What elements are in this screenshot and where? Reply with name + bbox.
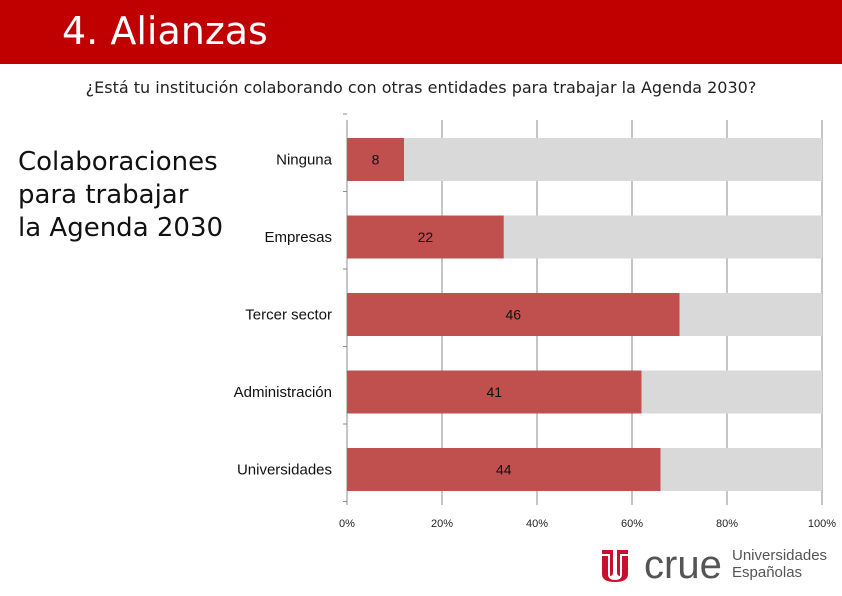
page-title: 4. Alianzas bbox=[62, 9, 268, 53]
side-title: Colaboraciones para trabajar la Agenda 2… bbox=[18, 146, 248, 245]
data-label: 8 bbox=[372, 152, 380, 168]
logo-line-2: Españolas bbox=[732, 564, 802, 581]
header-bar: 4. Alianzas bbox=[0, 0, 842, 64]
category-label: Administración bbox=[234, 384, 332, 401]
side-title-line-3: la Agenda 2030 bbox=[18, 213, 224, 243]
x-tick-label: 60% bbox=[621, 518, 643, 530]
x-tick-label: 40% bbox=[526, 518, 548, 530]
x-tick-label: 100% bbox=[808, 518, 836, 530]
x-tick-label: 80% bbox=[716, 518, 738, 530]
crue-wordmark: crue bbox=[644, 544, 722, 584]
category-label: Universidades bbox=[237, 462, 332, 479]
bar-remainder bbox=[404, 138, 822, 181]
logo-line-1: Universidades bbox=[732, 547, 827, 564]
survey-question: ¿Está tu institución colaborando con otr… bbox=[85, 78, 757, 97]
bar-value bbox=[347, 293, 680, 336]
bar-value bbox=[347, 138, 404, 181]
category-label: Empresas bbox=[264, 229, 332, 246]
side-title-line-1: Colaboraciones bbox=[18, 147, 218, 177]
bar-remainder bbox=[660, 448, 822, 491]
data-label: 41 bbox=[486, 384, 502, 400]
category-label: Ninguna bbox=[276, 152, 333, 169]
x-tick-label: 0% bbox=[339, 518, 355, 530]
bar-value bbox=[347, 370, 642, 414]
bar-value bbox=[347, 448, 661, 491]
crue-logo: crue Universidades Españolas bbox=[602, 544, 827, 584]
data-label: 46 bbox=[505, 307, 521, 323]
bar-remainder bbox=[503, 215, 822, 259]
bar-value bbox=[347, 215, 504, 259]
data-label: 44 bbox=[496, 462, 512, 478]
x-tick-label: 20% bbox=[431, 518, 453, 530]
bar-remainder bbox=[679, 293, 822, 336]
crue-emblem-icon bbox=[602, 550, 628, 582]
category-label: Tercer sector bbox=[245, 307, 332, 324]
data-label: 22 bbox=[418, 229, 434, 245]
bar-remainder bbox=[641, 370, 822, 414]
side-title-line-2: para trabajar bbox=[18, 180, 189, 210]
